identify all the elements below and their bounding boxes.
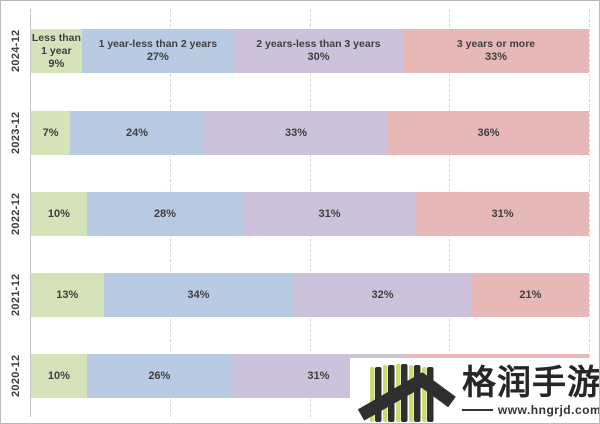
segment-percent: 28% <box>153 208 176 220</box>
bar-segment-2-to-3-years: 32% <box>293 273 472 317</box>
bar-segment-2-to-3-years: 33% <box>203 111 389 155</box>
watermark: 格润手游网 www.hngrjd.com <box>350 358 599 423</box>
segment-percent: 10% <box>47 370 70 382</box>
segment-percent: 32% <box>371 289 394 301</box>
segment-name: 3 years or more <box>456 38 536 50</box>
segment-name: 2 years-less than 3 years <box>256 38 381 50</box>
bar-segment-1-to-2-years: 26% <box>86 354 232 398</box>
y-axis-category-label: 2022-12 <box>10 192 22 236</box>
segment-percent: 33% <box>485 51 508 63</box>
y-axis-category-label: 2021-12 <box>10 273 22 317</box>
segment-percent: 31% <box>491 208 514 220</box>
segment-name: 1 year-less than 2 years <box>98 38 218 50</box>
bar-segment-less-than-1-year: 10% <box>31 354 87 398</box>
bar-segment-3-years-or-more: 31% <box>416 192 589 236</box>
bar-row-2021-12: 2021-12 13% 34% 32% 21% <box>1 273 599 317</box>
bar-segment-1-to-2-years: 34% <box>103 273 294 317</box>
watermark-text-block: 格润手游网 www.hngrjd.com <box>462 363 600 417</box>
segment-percent: 13% <box>56 289 79 301</box>
bar-row-2023-12: 2023-12 7% 24% 33% 36% <box>1 111 599 155</box>
watermark-url-row: www.hngrjd.com <box>462 402 600 417</box>
bar-segment-3-years-or-more: 21% <box>471 273 590 317</box>
gridline-100pct <box>589 9 590 417</box>
bar-segment-1-to-2-years: 24% <box>70 111 204 155</box>
stacked-bar: 7% 24% 33% 36% <box>31 111 589 155</box>
bar-segment-2-to-3-years: 2 years-less than 3 years 30% <box>233 29 404 73</box>
bar-segment-less-than-1-year: 7% <box>31 111 71 155</box>
y-axis-category-label: 2020-12 <box>10 354 22 398</box>
y-axis-category-label: 2024-12 <box>10 29 22 73</box>
segment-percent: 27% <box>146 51 169 63</box>
watermark-url: www.hngrjd.com <box>497 402 600 417</box>
segment-percent: 24% <box>126 127 149 139</box>
bar-row-2024-12: 2024-12 Less than 1 year 9% 1 year-less … <box>1 29 599 73</box>
bar-segment-1-to-2-years: 28% <box>86 192 244 236</box>
bar-segment-3-years-or-more: 36% <box>388 111 589 155</box>
stacked-bar: Less than 1 year 9% 1 year-less than 2 y… <box>31 29 590 73</box>
bar-segment-1-to-2-years: 1 year-less than 2 years 27% <box>81 29 234 73</box>
segment-percent: 31% <box>307 370 330 382</box>
stacked-bar: 10% 28% 31% 31% <box>31 192 589 236</box>
segment-label: 1 year-less than 2 years 27% <box>82 38 234 64</box>
segment-percent: 33% <box>285 127 308 139</box>
segment-percent: 34% <box>187 289 210 301</box>
stacked-bar: 13% 34% 32% 21% <box>31 273 590 317</box>
segment-percent: 21% <box>519 289 542 301</box>
segment-percent: 9% <box>48 57 65 70</box>
watermark-site-name: 格润手游网 <box>462 363 600 402</box>
bar-segment-less-than-1-year: 10% <box>31 192 87 236</box>
bar-segment-3-years-or-more: 3 years or more 33% <box>403 29 590 73</box>
segment-percent: 31% <box>318 208 341 220</box>
y-axis-line <box>30 9 31 417</box>
segment-label: 2 years-less than 3 years 30% <box>234 38 403 64</box>
bar-segment-less-than-1-year: 13% <box>31 273 104 317</box>
y-axis-category-label: 2023-12 <box>10 111 22 155</box>
segment-name: Less than 1 year <box>31 31 81 57</box>
bar-segment-less-than-1-year: Less than 1 year 9% <box>31 29 82 73</box>
segment-percent: 7% <box>42 127 59 139</box>
bar-row-2022-12: 2022-12 10% 28% 31% 31% <box>1 192 599 236</box>
segment-label: Less than 1 year 9% <box>31 32 82 71</box>
segment-percent: 10% <box>47 208 70 220</box>
watermark-left-rule <box>462 408 493 411</box>
bar-segment-2-to-3-years: 31% <box>243 192 417 236</box>
segment-percent: 36% <box>477 127 500 139</box>
segment-label: 3 years or more 33% <box>403 38 589 64</box>
watermark-logo-icon <box>358 363 456 422</box>
segment-percent: 26% <box>148 370 171 382</box>
segment-percent: 30% <box>307 51 330 63</box>
